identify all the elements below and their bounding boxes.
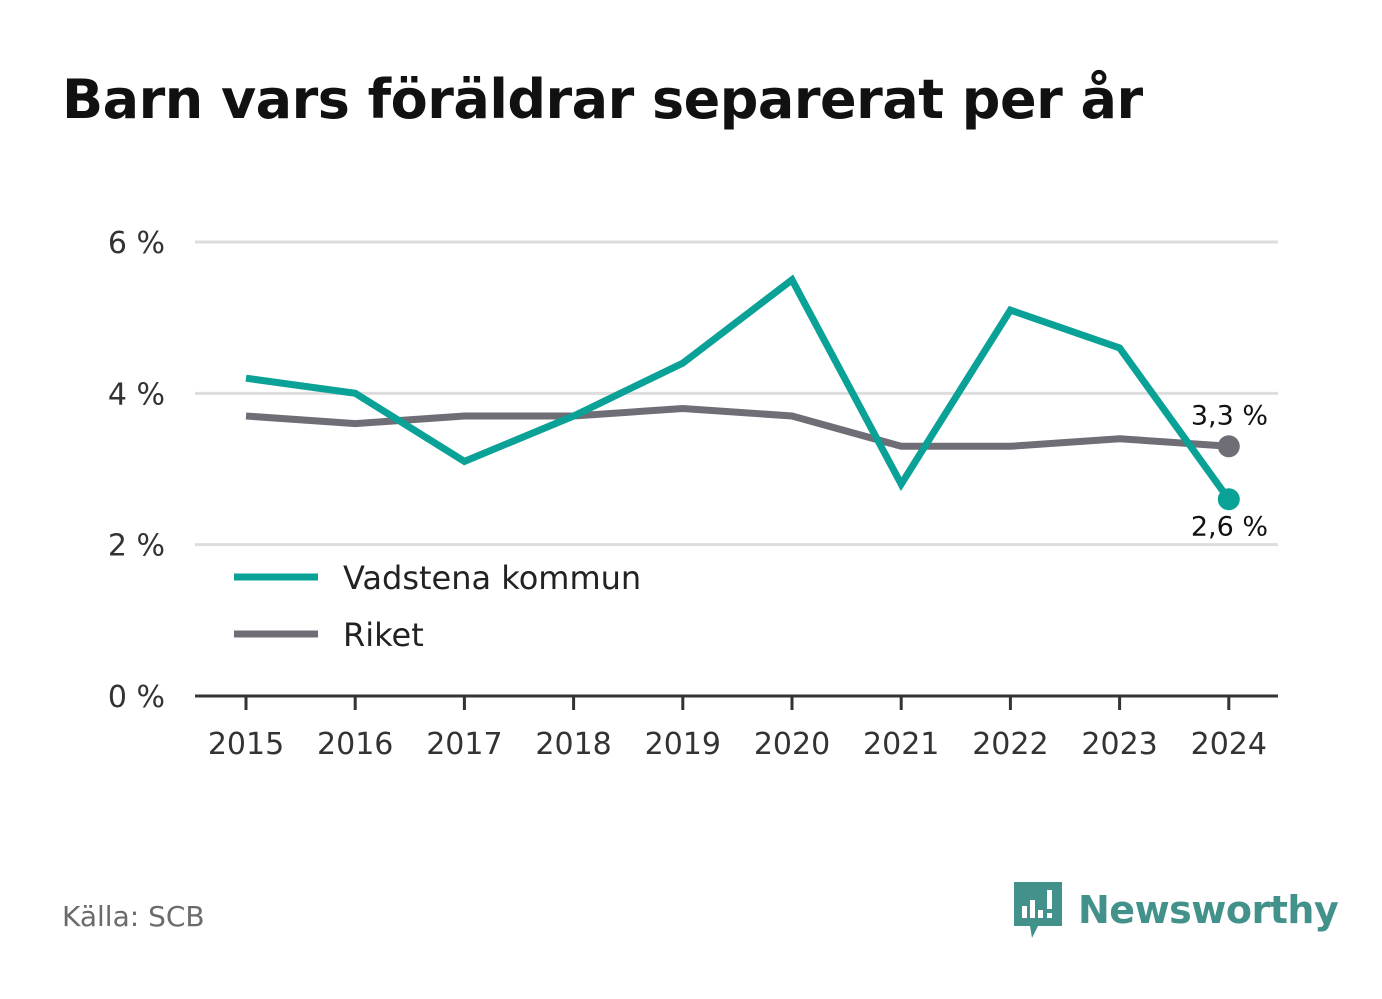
- legend-background: [222, 548, 688, 666]
- x-tick-label: 2022: [972, 727, 1048, 762]
- brand-name: Newsworthy: [1078, 888, 1339, 932]
- x-tick-label: 2019: [645, 727, 721, 762]
- end-value-label: 3,3 %: [1191, 400, 1268, 431]
- series-lines: [245, 274, 1232, 502]
- x-tick-label: 2020: [754, 727, 830, 762]
- x-tick-label: 2024: [1191, 727, 1267, 762]
- end-point-marker: [1217, 488, 1240, 511]
- legend: Vadstena kommun Riket: [222, 548, 688, 666]
- x-axis-ticks: 2015 2016 2017 2018 2019 2020 2021 2022 2023 2024: [208, 696, 1267, 762]
- source-note: Källa: SCB: [62, 900, 205, 933]
- end-point-marker: [1217, 435, 1240, 458]
- end-markers: 2,6 % 3,3 %: [1191, 400, 1268, 542]
- y-tick-label: 0 %: [108, 680, 165, 715]
- legend-label: Vadstena kommun: [343, 559, 641, 597]
- series-line-0: [245, 274, 1232, 502]
- x-tick-label: 2017: [426, 727, 502, 762]
- x-tick-label: 2015: [208, 727, 284, 762]
- chart-title: Barn vars föräldrar separerat per år: [62, 68, 1143, 131]
- x-tick-label: 2018: [535, 727, 611, 762]
- series-line-1: [245, 404, 1230, 450]
- x-tick-label: 2016: [317, 727, 393, 762]
- y-tick-label: 2 %: [108, 529, 165, 564]
- x-tick-label: 2021: [863, 727, 939, 762]
- y-tick-label: 6 %: [108, 226, 165, 261]
- brand-logo: Newsworthy: [1012, 880, 1339, 940]
- y-tick-label: 4 %: [108, 377, 165, 412]
- legend-label: Riket: [343, 616, 424, 654]
- x-tick-label: 2023: [1081, 727, 1157, 762]
- y-axis-ticks: 0 % 2 % 4 % 6 %: [108, 226, 165, 715]
- gridlines: [195, 240, 1278, 547]
- newsworthy-logo-icon: [1014, 882, 1062, 938]
- end-value-label: 2,6 %: [1191, 511, 1268, 542]
